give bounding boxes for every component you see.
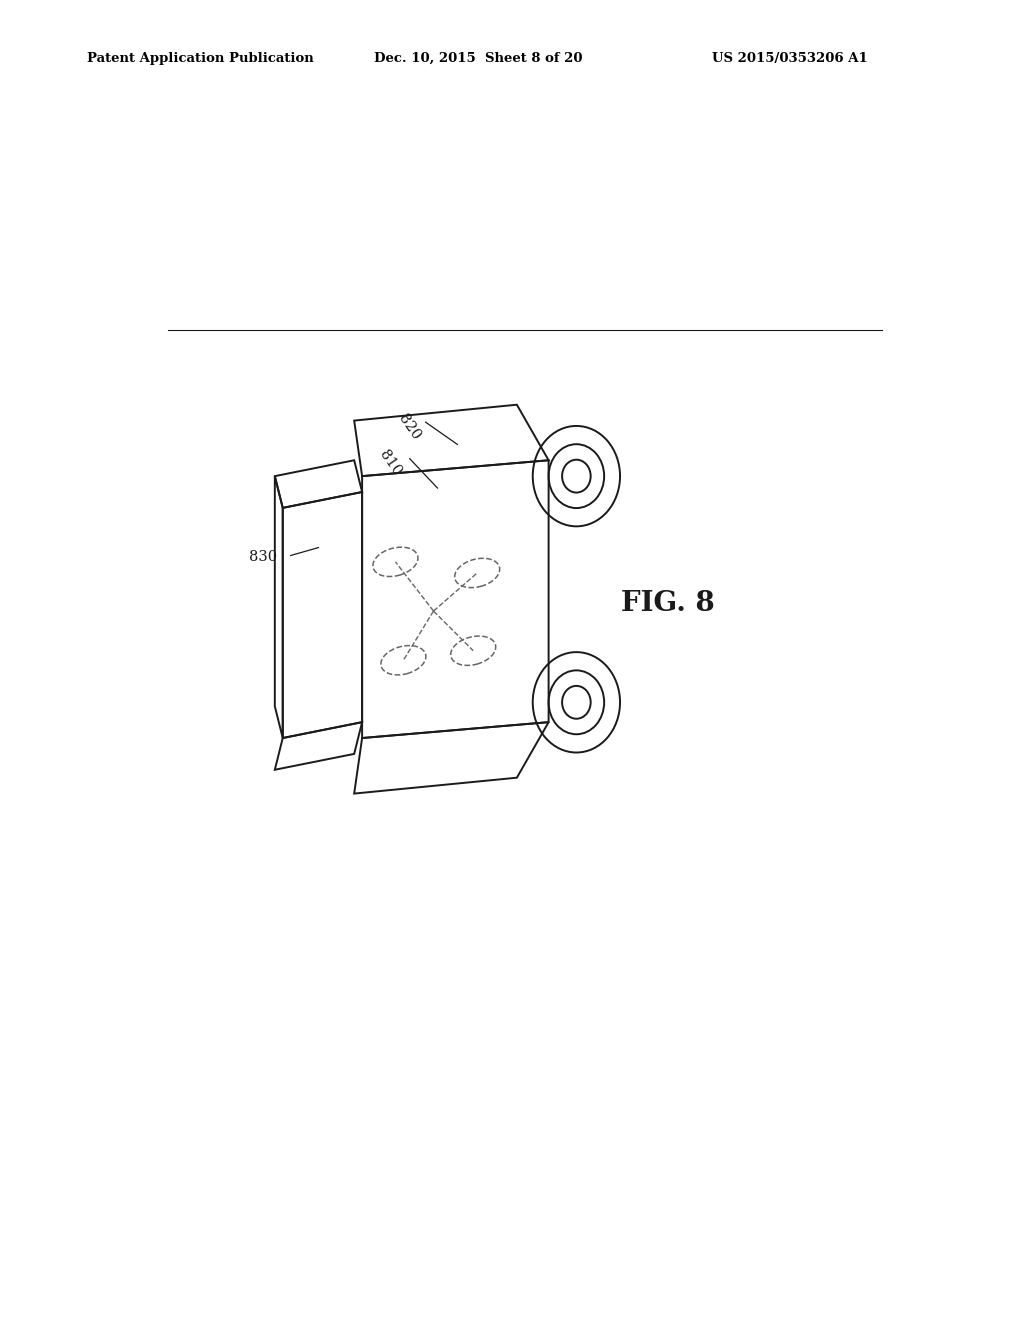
Text: FIG. 8: FIG. 8: [621, 590, 715, 616]
Text: Patent Application Publication: Patent Application Publication: [87, 51, 313, 65]
Text: 810: 810: [376, 447, 403, 479]
Text: US 2015/0353206 A1: US 2015/0353206 A1: [712, 51, 867, 65]
Text: 820: 820: [396, 412, 424, 442]
Text: 830: 830: [249, 550, 276, 564]
Text: Dec. 10, 2015  Sheet 8 of 20: Dec. 10, 2015 Sheet 8 of 20: [374, 51, 583, 65]
